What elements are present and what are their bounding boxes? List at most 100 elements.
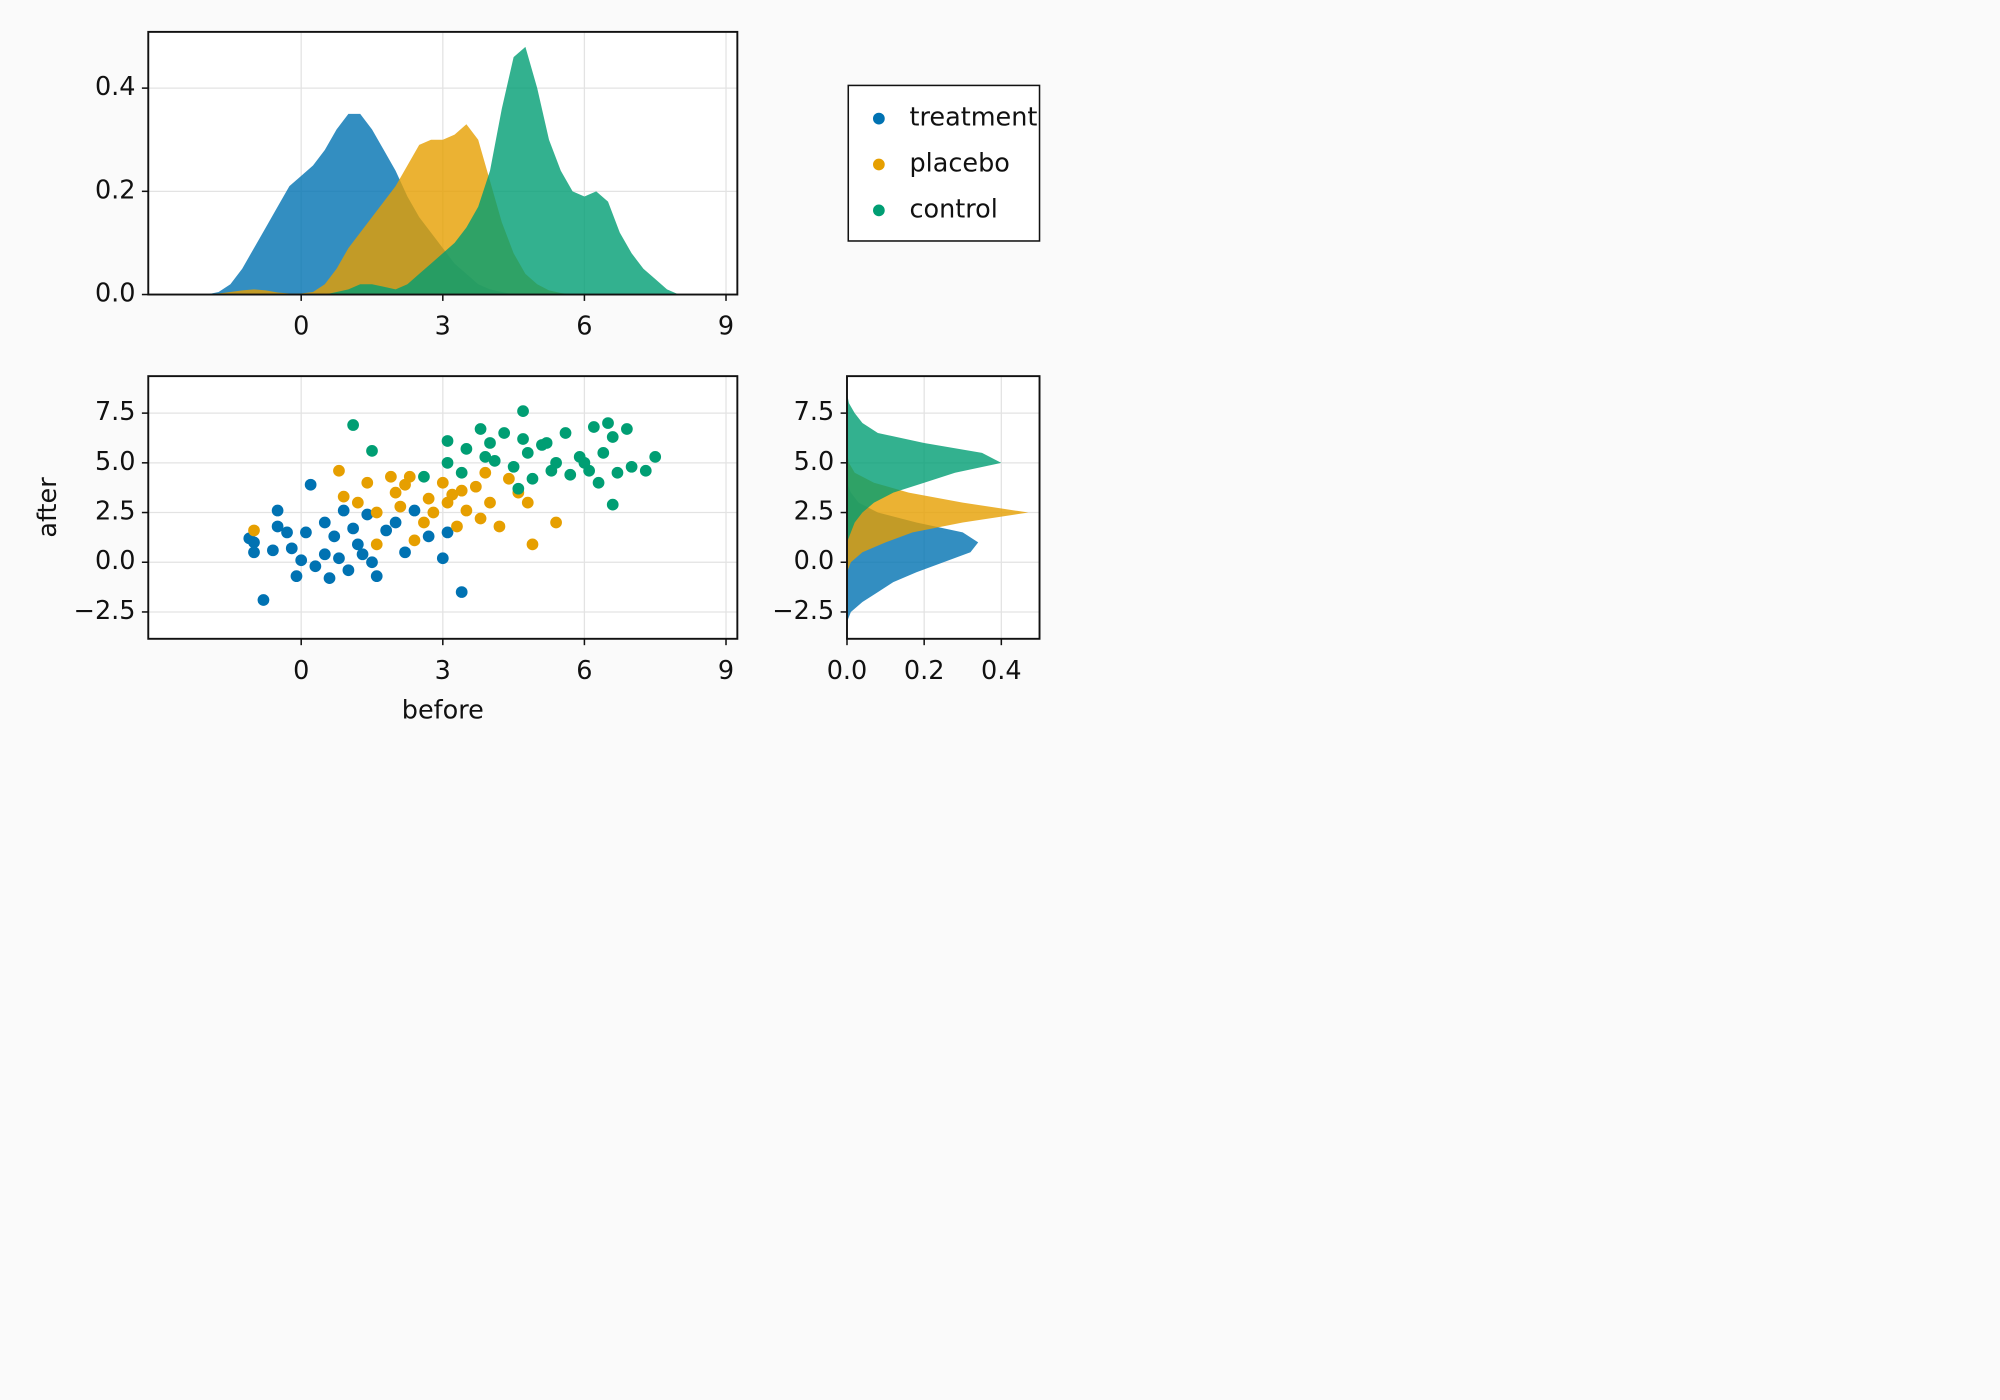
scatter-point: [399, 546, 411, 559]
y-axis-label: after: [33, 477, 63, 538]
x-tick-label: 0.2: [904, 656, 945, 686]
scatter-point: [488, 454, 501, 467]
x-tick-label: 9: [718, 656, 734, 686]
scatter-point: [337, 490, 350, 503]
legend-marker: [873, 112, 885, 125]
scatter-point: [521, 496, 534, 509]
scatter-point: [285, 542, 298, 555]
scatter-point: [455, 484, 468, 497]
scatter-point: [649, 450, 662, 463]
scatter-point: [366, 556, 378, 569]
plot-frame: [846, 375, 1041, 640]
scatter-point: [503, 472, 515, 485]
scatter-point: [493, 520, 506, 533]
scatter-point: [587, 421, 600, 433]
scatter-point: [436, 552, 449, 565]
scatter-point: [611, 466, 624, 479]
scatter-point: [323, 572, 336, 585]
scatter-point: [606, 498, 619, 511]
density-area: [846, 393, 979, 622]
scatter-point: [418, 516, 430, 529]
scatter-point: [507, 460, 520, 473]
scatter-point: [356, 548, 369, 561]
scatter-point: [418, 470, 430, 483]
scatter-point: [385, 470, 397, 483]
x-tick-label: 6: [576, 312, 592, 342]
scatter-point: [436, 476, 449, 489]
y-tick-label: 0.4: [95, 72, 136, 102]
scatter-point: [559, 427, 572, 439]
x-tick-label: 3: [435, 312, 451, 342]
y-tick-label: 2.5: [794, 497, 835, 527]
scatter-point: [370, 570, 383, 583]
y-tick-label: 0.0: [95, 279, 136, 309]
scatter-point: [248, 524, 260, 537]
scatter-point: [606, 431, 619, 443]
scatter-point: [394, 500, 407, 513]
scatter-point: [427, 506, 440, 519]
scatter-point: [309, 560, 322, 573]
scatter-point: [290, 570, 303, 583]
scatter-point: [517, 433, 529, 445]
scatter-point: [333, 464, 345, 477]
scatter-point: [625, 460, 638, 473]
scatter-point: [342, 564, 355, 577]
scatter-point: [300, 526, 312, 539]
scatter-point: [479, 450, 492, 463]
scatter-point: [498, 427, 511, 439]
y-tick-label: 0.0: [95, 546, 136, 576]
scatter-point: [526, 538, 539, 551]
x-tick-label: 0: [293, 656, 309, 686]
x-tick-label: 6: [576, 656, 592, 686]
scatter-point: [550, 456, 562, 469]
scatter-point: [484, 437, 496, 449]
scatter-point: [304, 478, 317, 491]
legend-label: placebo: [909, 148, 1009, 178]
legend-label: treatment: [909, 103, 1037, 133]
x-tick-label: 9: [718, 312, 734, 342]
y-tick-label: 0.2: [95, 175, 136, 205]
y-tick-label: 2.5: [95, 497, 136, 527]
scatter-point: [351, 538, 364, 551]
scatter-point: [455, 586, 468, 598]
scatter-point: [526, 472, 539, 485]
scatter-point: [441, 435, 454, 447]
scatter-point: [370, 538, 383, 551]
scatter-point: [422, 530, 435, 543]
scatter-point: [318, 516, 331, 529]
density-area: [206, 113, 679, 295]
y-tick-label: 5.0: [794, 447, 835, 477]
scatter-point: [248, 546, 260, 559]
plot-frame: [147, 30, 739, 296]
y-tick-label: 7.5: [95, 397, 136, 427]
scatter-point: [380, 524, 393, 537]
x-axis-label: before: [402, 695, 484, 725]
scatter-point: [399, 478, 411, 491]
legend-marker: [873, 204, 885, 217]
scatter-point: [347, 522, 359, 535]
scatter-point: [512, 482, 525, 495]
scatter-point: [248, 536, 260, 549]
scatter-point: [347, 419, 359, 431]
scatter-point: [337, 504, 350, 517]
scatter-point: [550, 516, 562, 529]
legend-marker: [873, 158, 885, 171]
scatter-point: [460, 443, 473, 455]
scatter-point: [389, 516, 402, 529]
density-area: [846, 393, 1029, 622]
y-tick-label: −2.5: [74, 596, 136, 626]
scatter-point: [621, 423, 633, 435]
scatter-point: [328, 530, 341, 543]
scatter-point: [455, 466, 468, 479]
scatter-point: [446, 488, 459, 501]
scatter-point: [460, 504, 473, 517]
scatter-point: [408, 504, 421, 517]
scatter-point: [479, 466, 492, 479]
scatter-point: [597, 447, 610, 459]
plot-frame: [147, 375, 739, 640]
y-tick-label: −2.5: [772, 596, 834, 626]
scatter-point: [517, 405, 529, 417]
x-tick-label: 3: [435, 656, 451, 686]
